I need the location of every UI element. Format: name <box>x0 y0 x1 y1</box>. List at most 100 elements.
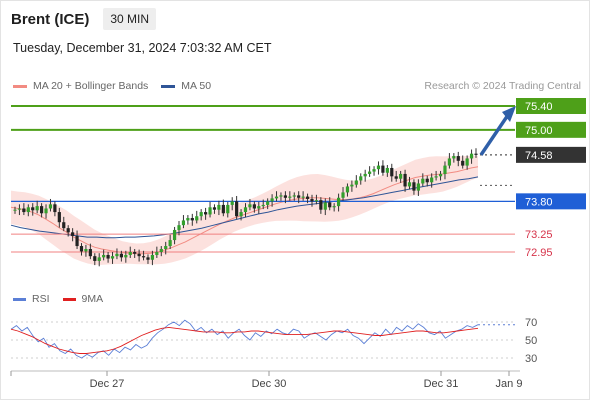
ma50-line <box>10 176 479 239</box>
candle-up <box>248 204 252 208</box>
timestamp: Tuesday, December 31, 2024 7:03:32 AM CE… <box>13 41 272 55</box>
candle-up <box>323 202 327 210</box>
candle-up <box>368 171 372 174</box>
candle-up <box>128 252 132 255</box>
ma9-swatch <box>62 297 76 301</box>
candle-up <box>115 253 119 257</box>
x-tick-label: Jan 9 <box>496 378 523 390</box>
candle-up <box>208 207 212 215</box>
candle-up <box>44 208 48 214</box>
rsi-line <box>10 319 479 359</box>
candle-up <box>217 204 221 210</box>
candle-up <box>345 186 350 193</box>
candle-up <box>239 212 243 217</box>
level-label-72.95: 72.95 <box>525 247 553 259</box>
candle-up <box>195 216 199 221</box>
candle-down <box>75 235 79 247</box>
candle-down <box>403 173 407 187</box>
candle-down <box>137 253 141 257</box>
candle-up <box>332 206 336 208</box>
candle-down <box>204 212 208 215</box>
candle-up <box>97 257 101 261</box>
legend-item-ma50: MA 50 <box>161 80 211 92</box>
candle-up <box>226 204 230 214</box>
candle-down <box>412 182 416 191</box>
level-label-73.80: 73.80 <box>525 196 553 208</box>
header: Brent (ICE) 30 MIN <box>11 7 157 31</box>
candle-down <box>22 208 26 213</box>
candle-down <box>390 167 394 177</box>
candle-up <box>438 173 443 177</box>
candle-up <box>110 256 115 259</box>
rsi-9ma-line <box>10 326 479 354</box>
candle-up <box>261 204 265 207</box>
legend-label-ma20: MA 20 + Bollinger Bands <box>33 80 149 92</box>
candle-down <box>328 202 332 208</box>
candle-down <box>57 212 61 223</box>
candle-down <box>461 160 465 166</box>
candle-up <box>230 201 234 205</box>
forecast-arrow-head <box>502 106 516 122</box>
timeframe-badge[interactable]: 30 MIN <box>103 8 157 30</box>
candle-down <box>88 249 92 257</box>
level-label-74.58: 74.58 <box>525 150 553 162</box>
candle-down <box>53 204 57 213</box>
candle-up <box>181 220 186 226</box>
candle-down <box>456 156 460 161</box>
candle-down <box>93 256 97 261</box>
instrument-name: Brent (ICE) <box>11 10 90 28</box>
candle-down <box>310 198 314 202</box>
candle-up <box>350 184 354 187</box>
level-label-73.25: 73.25 <box>525 229 553 241</box>
candle-up <box>363 173 367 177</box>
candle-up <box>314 200 319 202</box>
candle-up <box>266 201 270 205</box>
rsi-legend: RSI 9MA <box>13 293 116 305</box>
credit-text: Research © 2024 Trading Central <box>424 80 581 92</box>
candle-up <box>292 195 296 197</box>
candle-down <box>141 256 146 258</box>
candle-up <box>359 176 363 181</box>
legend-item-ma20: MA 20 + Bollinger Bands <box>13 80 148 92</box>
candle-up <box>17 208 22 210</box>
candle-up <box>407 182 412 187</box>
candle-up <box>341 192 345 198</box>
candle-down <box>31 207 35 211</box>
candle-down <box>62 222 66 229</box>
candle-up <box>376 165 381 170</box>
candle-up <box>168 240 172 247</box>
candle-up <box>288 196 292 198</box>
candle-down <box>66 228 70 233</box>
level-label-75.40: 75.40 <box>525 101 553 113</box>
candle-up <box>452 156 456 159</box>
candle-up <box>301 196 305 198</box>
forecast-arrow-shaft <box>479 114 510 156</box>
candle-down <box>319 200 323 210</box>
level-badge-75.40 <box>516 98 586 114</box>
candle-down <box>133 252 137 254</box>
candle-up <box>443 165 447 174</box>
candle-down <box>221 204 225 214</box>
x-tick-label: Dec 30 <box>252 378 287 390</box>
candle-up <box>164 246 168 250</box>
candle-up <box>270 198 274 202</box>
candle-down <box>71 232 75 236</box>
candle-down <box>146 257 150 260</box>
candle-up <box>385 167 389 173</box>
candle-down <box>283 195 287 198</box>
candle-up <box>257 206 261 209</box>
legend-label-9ma: 9MA <box>81 293 104 305</box>
candle-up <box>172 229 177 241</box>
rsi-swatch <box>13 297 26 301</box>
legend-item-rsi: RSI <box>13 293 50 305</box>
candle-up <box>102 254 106 258</box>
candle-down <box>394 176 398 179</box>
candle-down <box>190 218 194 221</box>
candle-up <box>159 249 163 252</box>
candle-down <box>474 153 478 155</box>
candle-up <box>26 207 30 213</box>
candle-up <box>84 249 88 252</box>
candle-down <box>106 254 110 259</box>
candle-up <box>354 180 358 185</box>
